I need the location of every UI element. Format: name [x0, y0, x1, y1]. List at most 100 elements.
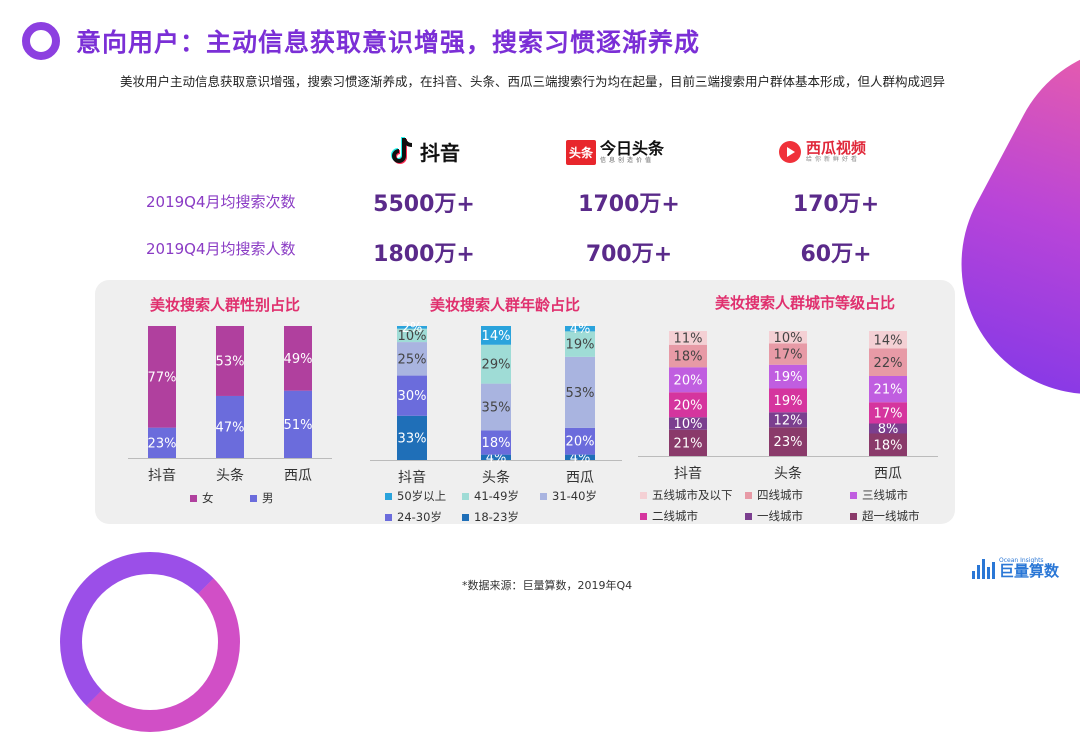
bar-segment — [769, 343, 807, 365]
row-label-searches: 2019Q4月均搜索次数 — [146, 193, 296, 211]
douyin-logo: 抖音 — [390, 136, 460, 166]
bar-segment — [869, 433, 907, 456]
legend-label: 五线城市及以下 — [652, 488, 733, 502]
category-label: 头条 — [482, 469, 510, 486]
legend-item: 五线城市及以下 — [640, 487, 733, 503]
legend-label: 一线城市 — [757, 509, 803, 523]
data-label: 30% — [398, 389, 427, 404]
legend-item: 男 — [250, 490, 274, 506]
bar-segment — [481, 454, 511, 460]
data-label: 19% — [566, 338, 595, 353]
legend-swatch — [462, 492, 469, 500]
bar-segment — [769, 412, 807, 428]
legend-label: 41-49岁 — [474, 489, 519, 503]
legend-label: 超一线城市 — [862, 509, 920, 523]
data-label: 51% — [284, 418, 313, 433]
bar-segment — [284, 390, 312, 458]
data-source-note: *数据来源：巨量算数，2019年Q4 — [462, 579, 633, 592]
legend-label: 18-23岁 — [474, 510, 519, 524]
category-label: 抖音 — [148, 467, 176, 484]
category-label: 抖音 — [674, 465, 702, 482]
data-label: 18% — [674, 350, 703, 365]
brand-small-text: Ocean Insights — [999, 557, 1044, 564]
data-label: 35% — [482, 401, 511, 416]
legend-label: 二线城市 — [652, 509, 698, 523]
bar-segment — [481, 344, 511, 384]
data-label: 14% — [874, 333, 903, 348]
data-label: 77% — [148, 370, 177, 385]
bar-segment — [397, 342, 427, 376]
legend-label: 三线城市 — [862, 488, 908, 502]
data-label: 19% — [774, 394, 803, 409]
bar-segment — [565, 454, 595, 460]
toutiao-tagline: 信息创造价值 — [600, 157, 655, 164]
bar-segment — [769, 388, 807, 413]
data-label: 20% — [566, 435, 595, 450]
category-label: 西瓜 — [284, 468, 312, 484]
data-label: 12% — [774, 413, 803, 428]
bar-segment — [769, 364, 807, 389]
category-label: 西瓜 — [566, 470, 594, 486]
data-label: 23% — [774, 435, 803, 450]
legend-item: 女 — [190, 490, 214, 506]
data-label: 18% — [482, 436, 511, 451]
toutiao-logo: 头条 今日头条 信息创造价值 — [566, 140, 664, 165]
legend-item: 超一线城市 — [850, 508, 920, 524]
data-label: 19% — [774, 370, 803, 385]
bar-segment — [148, 326, 176, 428]
data-label: 23% — [148, 436, 177, 451]
data-label: 18% — [874, 438, 903, 453]
legend-item: 41-49岁 — [462, 488, 519, 504]
bar-segment — [565, 427, 595, 455]
xigua-logo: 西瓜视频 给你新鲜好看 — [778, 140, 866, 164]
legend-label: 24-30岁 — [397, 510, 442, 524]
bar-segment — [869, 331, 907, 349]
bar-segment — [284, 326, 312, 391]
douyin-logo-text: 抖音 — [420, 140, 460, 165]
legend-swatch — [190, 494, 197, 502]
stat-users-toutiao: 700万+ — [585, 242, 673, 267]
toutiao-badge-icon: 头条 — [566, 140, 597, 165]
data-label: 25% — [398, 352, 427, 367]
data-label: 22% — [874, 356, 903, 371]
legend-item: 四线城市 — [745, 487, 803, 503]
legend-swatch — [850, 491, 857, 499]
legend-swatch — [745, 512, 752, 520]
bar-segment — [565, 326, 595, 332]
xigua-logo-text: 西瓜视频 — [806, 139, 867, 158]
data-label: 21% — [674, 436, 703, 451]
title-ring-icon — [22, 22, 60, 60]
data-label: 17% — [774, 348, 803, 363]
douyin-note-icon — [391, 137, 413, 164]
bar-segment — [669, 429, 707, 456]
bar-segment — [669, 331, 707, 345]
bar-segment — [481, 326, 511, 345]
bar-segment — [216, 326, 244, 396]
category-label: 头条 — [216, 467, 244, 484]
stat-users-douyin: 1800万+ — [373, 242, 475, 267]
xigua-tagline: 给你新鲜好看 — [806, 155, 861, 163]
bar-segment — [481, 383, 511, 431]
bar-segment — [769, 427, 807, 456]
legend-item: 二线城市 — [640, 508, 698, 524]
bar-segment — [148, 427, 176, 458]
legend-swatch — [385, 492, 392, 500]
data-label: 47% — [216, 420, 245, 435]
stat-users-xigua: 60万+ — [800, 242, 872, 267]
legend-item: 31-40岁 — [540, 488, 597, 504]
bar-segment — [481, 430, 511, 455]
data-label: 33% — [398, 431, 427, 446]
legend-swatch — [640, 491, 647, 499]
bar-segment — [669, 417, 707, 430]
legend-item: 一线城市 — [745, 508, 803, 524]
bar-segment — [397, 326, 427, 329]
legend-swatch — [540, 492, 547, 500]
data-label: 53% — [216, 354, 245, 369]
data-label: 10% — [398, 329, 427, 344]
brand-big-text: 巨量算数 — [999, 562, 1060, 580]
data-label: 17% — [874, 406, 903, 421]
legend-swatch — [462, 513, 469, 521]
stat-searches-douyin: 5500万+ — [373, 192, 475, 217]
data-label: 10% — [674, 417, 703, 432]
brand-logo: Ocean Insights 巨量算数 — [972, 558, 1059, 579]
